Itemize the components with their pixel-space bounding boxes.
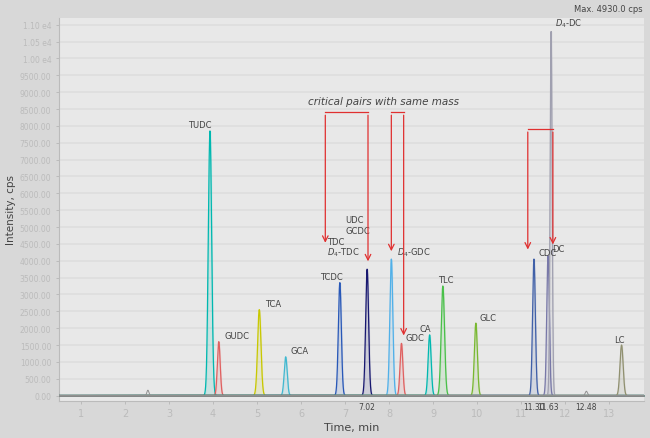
Y-axis label: Intensity, cps: Intensity, cps bbox=[6, 175, 16, 245]
Text: 7.02: 7.02 bbox=[359, 402, 376, 411]
Text: 11.30: 11.30 bbox=[523, 402, 545, 411]
Text: LC: LC bbox=[614, 335, 624, 344]
Text: Max. 4930.0 cps: Max. 4930.0 cps bbox=[573, 5, 642, 14]
Text: GCDC: GCDC bbox=[345, 226, 370, 235]
Text: $D_4$-TDC: $D_4$-TDC bbox=[326, 246, 359, 258]
Text: critical pairs with same mass: critical pairs with same mass bbox=[307, 96, 459, 106]
Text: CA: CA bbox=[420, 324, 432, 333]
Text: 12.48: 12.48 bbox=[576, 402, 597, 411]
Text: TDC: TDC bbox=[326, 237, 344, 246]
Text: GDC: GDC bbox=[406, 333, 424, 342]
Text: GUDC: GUDC bbox=[224, 331, 249, 340]
Text: $D_4$-DC: $D_4$-DC bbox=[554, 18, 582, 30]
X-axis label: Time, min: Time, min bbox=[324, 423, 380, 432]
Text: CDC: CDC bbox=[538, 248, 556, 257]
Text: GCA: GCA bbox=[290, 346, 308, 356]
Text: TCA: TCA bbox=[265, 299, 281, 308]
Text: $D_4$-GDC: $D_4$-GDC bbox=[397, 246, 431, 258]
Text: TUDC: TUDC bbox=[188, 121, 212, 130]
Text: GLC: GLC bbox=[480, 313, 497, 322]
Text: DC: DC bbox=[552, 245, 565, 254]
Text: TLC: TLC bbox=[437, 276, 453, 285]
Text: TCDC: TCDC bbox=[320, 272, 343, 281]
Text: 11.63: 11.63 bbox=[538, 402, 559, 411]
Text: UDC: UDC bbox=[345, 215, 363, 224]
